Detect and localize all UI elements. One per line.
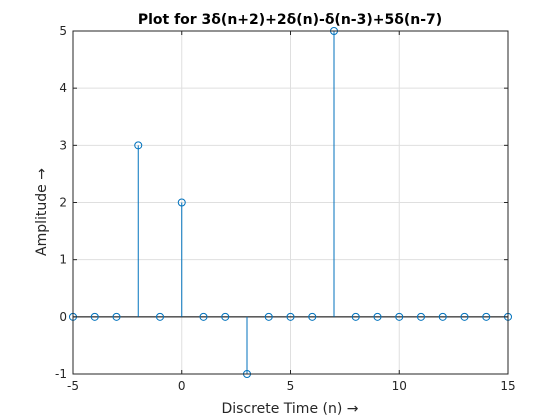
stem-marker <box>482 312 491 321</box>
stem-marker <box>308 312 317 321</box>
y-tick-label: 1 <box>59 253 67 267</box>
stem-marker <box>264 312 273 321</box>
stem-marker <box>156 312 164 321</box>
x-tick-label: 5 <box>287 379 295 393</box>
y-tick-label: 0 <box>59 310 67 324</box>
stem-marker <box>395 312 404 321</box>
x-tick-label: 15 <box>500 379 515 393</box>
y-tick-label: 3 <box>59 138 67 152</box>
stem-marker <box>112 312 121 321</box>
x-tick-label: 0 <box>178 379 186 393</box>
stem-marker <box>438 312 447 321</box>
x-tick-label: 10 <box>392 379 407 393</box>
stems <box>137 31 335 374</box>
stem-marker <box>90 312 99 321</box>
y-tick-label: 4 <box>59 81 67 95</box>
y-axis-label: Amplitude → <box>34 168 50 256</box>
stem-marker <box>221 312 230 321</box>
stem-marker <box>199 312 208 321</box>
y-tick-label: 2 <box>59 196 67 210</box>
chart-title: Plot for 3δ(n+2)+2δ(n)-δ(n-3)+5δ(n-7) <box>138 12 442 28</box>
y-tick-label: 5 <box>59 24 67 38</box>
x-tick-label: -5 <box>67 379 79 393</box>
x-axis-label: Discrete Time (n) → <box>222 401 359 417</box>
stem-marker <box>460 312 469 321</box>
stem-marker <box>177 198 186 207</box>
stem-marker <box>286 312 295 321</box>
x-ticks: -5 0 5 10 15 <box>67 31 516 393</box>
stem-marker <box>417 312 425 321</box>
stem-marker <box>351 312 360 321</box>
y-ticks: -1 0 1 2 3 4 5 <box>55 24 508 381</box>
stem-marker <box>134 141 143 150</box>
stem-marker <box>373 312 382 321</box>
y-tick-label: -1 <box>55 367 67 381</box>
